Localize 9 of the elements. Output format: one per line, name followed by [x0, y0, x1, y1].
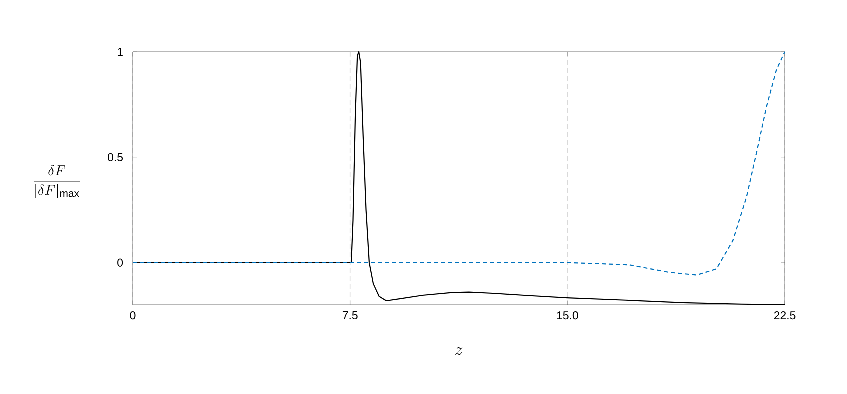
x-tick-label: 15.0: [557, 312, 578, 320]
y-tick-label: 1: [118, 48, 123, 56]
x-axis-title: $z$: [455, 347, 463, 356]
x-tick-label: 22.5: [774, 312, 796, 320]
y-tick-label: 0: [118, 258, 124, 267]
x-tick-label: 0: [130, 312, 136, 320]
y-tick-label: 0.5: [108, 153, 124, 162]
x-tick-label: 7.5: [342, 312, 358, 320]
y-axis-title: $\frac{\delta F}{|\delta F|_{\max}}$: [34, 165, 80, 199]
